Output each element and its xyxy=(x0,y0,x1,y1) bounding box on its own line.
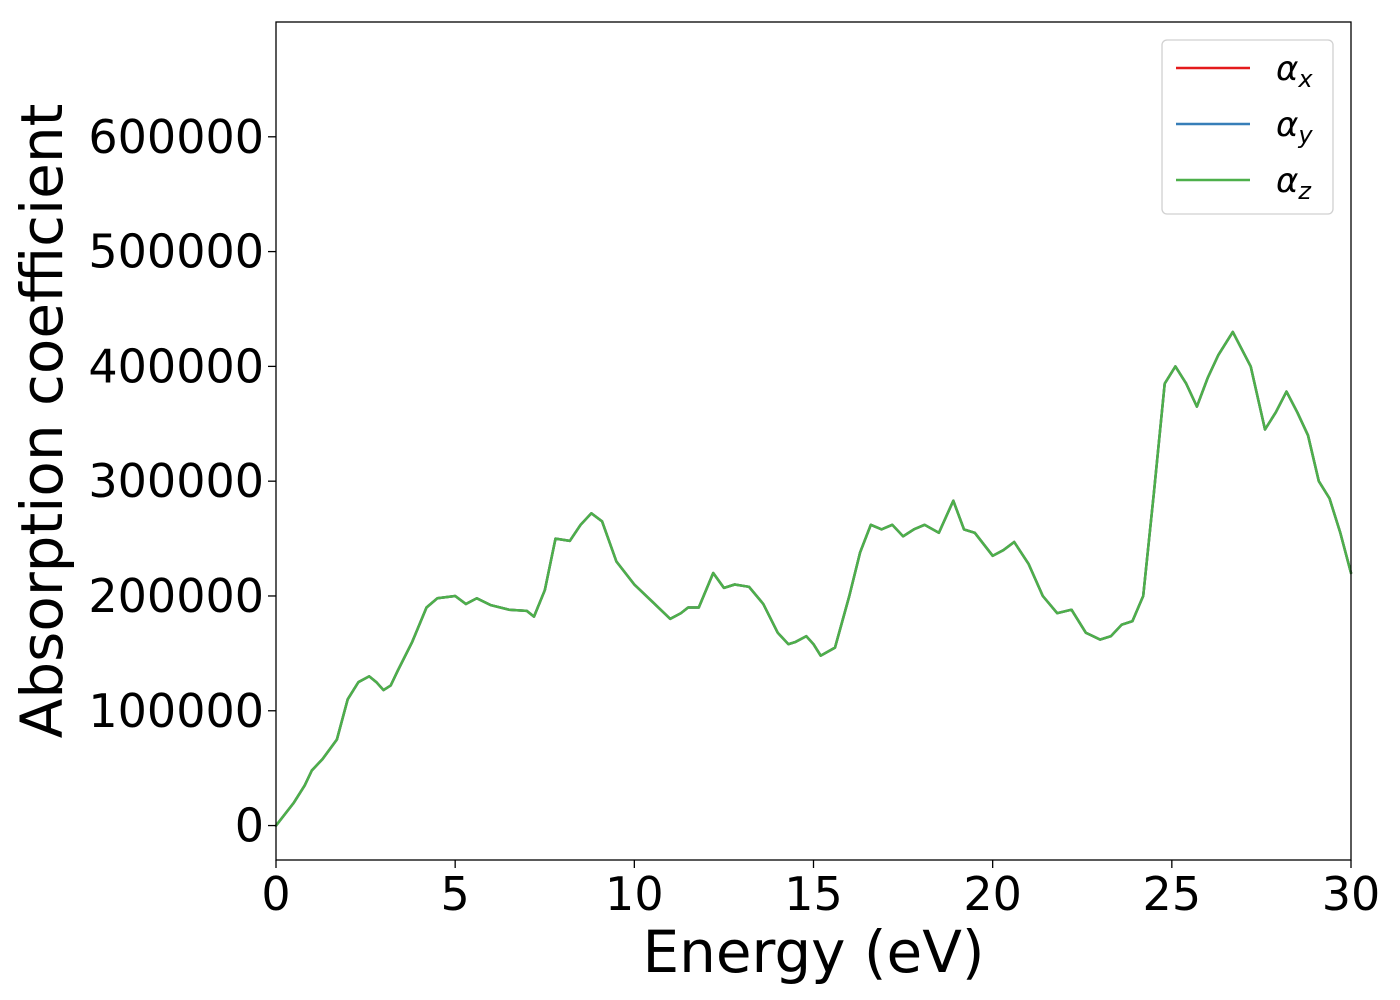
x-ticks-group: 0 5 10 15 20 25 30 xyxy=(261,860,1380,921)
y-tick-label: 400000 xyxy=(88,339,264,393)
y-tick-label: 300000 xyxy=(88,454,264,508)
x-tick-label: 30 xyxy=(1322,867,1381,921)
x-axis-title: Energy (eV) xyxy=(642,918,984,986)
y-tick-label: 600000 xyxy=(88,110,264,164)
x-tick-label: 10 xyxy=(605,867,664,921)
y-axis-title: Absorption coefficient xyxy=(8,104,76,739)
legend-box xyxy=(1161,39,1334,215)
x-tick-label: 25 xyxy=(1143,867,1202,921)
y-tick-label: 100000 xyxy=(88,684,264,738)
y-tick-label: 0 xyxy=(235,799,264,853)
y-ticks-group: 0 100000 200000 300000 400000 500000 600000 xyxy=(88,110,276,853)
series-line-x xyxy=(274,330,1353,827)
x-tick-label: 20 xyxy=(963,867,1022,921)
series-line-y xyxy=(274,330,1353,827)
x-tick-label: 0 xyxy=(261,867,290,921)
legend-label-x: αx xyxy=(1276,49,1313,93)
legend: αx αy αz xyxy=(1161,39,1334,215)
x-tick-label: 15 xyxy=(784,867,843,921)
legend-label-y: αy xyxy=(1276,105,1313,149)
y-tick-label: 500000 xyxy=(88,225,264,279)
plot-lines-group xyxy=(274,330,1353,827)
y-tick-label: 200000 xyxy=(88,569,264,623)
series-line-z xyxy=(274,330,1353,827)
legend-label-z: αz xyxy=(1276,161,1312,205)
x-tick-label: 5 xyxy=(441,867,470,921)
